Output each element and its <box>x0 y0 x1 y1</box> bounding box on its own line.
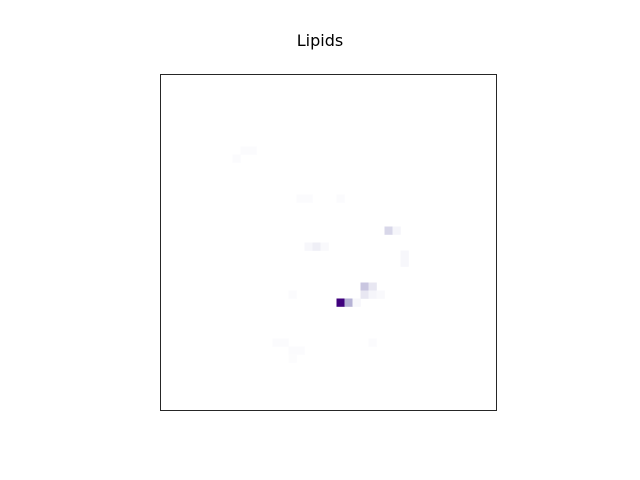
heatmap-cell <box>296 346 305 355</box>
heatmap-cell <box>304 194 313 203</box>
heatmap-cell <box>288 290 297 299</box>
heatmap-cell <box>248 146 257 155</box>
heatmap-cell <box>336 298 345 307</box>
heatmap-cell <box>312 242 321 251</box>
heatmap-cell <box>368 290 377 299</box>
heatmap-cell <box>360 282 369 291</box>
heatmap-cell <box>368 282 377 291</box>
heatmap-cell <box>320 242 329 251</box>
heatmap-cell <box>368 338 377 347</box>
heatmap-cell <box>336 194 345 203</box>
heatmap-cell <box>240 146 249 155</box>
heatmap-cell <box>376 290 385 299</box>
heatmap-cell <box>280 338 289 347</box>
heatmap-cell <box>392 226 401 235</box>
heatmap-cell <box>400 258 409 267</box>
heatmap-cell <box>296 194 305 203</box>
heatmap-cell <box>384 226 393 235</box>
heatmap-cell <box>360 290 369 299</box>
heatmap-cell <box>400 250 409 259</box>
plot-frame <box>160 74 497 411</box>
heatmap-cell <box>232 154 241 163</box>
heatmap-cell <box>352 298 361 307</box>
heatmap-cell <box>288 354 297 363</box>
heatmap-cell <box>304 242 313 251</box>
heatmap-cell <box>272 338 281 347</box>
heatmap-cell <box>344 298 353 307</box>
heatmap-cell <box>288 346 297 355</box>
chart-title: Lipids <box>296 31 344 50</box>
heatmap-cells <box>232 146 409 363</box>
